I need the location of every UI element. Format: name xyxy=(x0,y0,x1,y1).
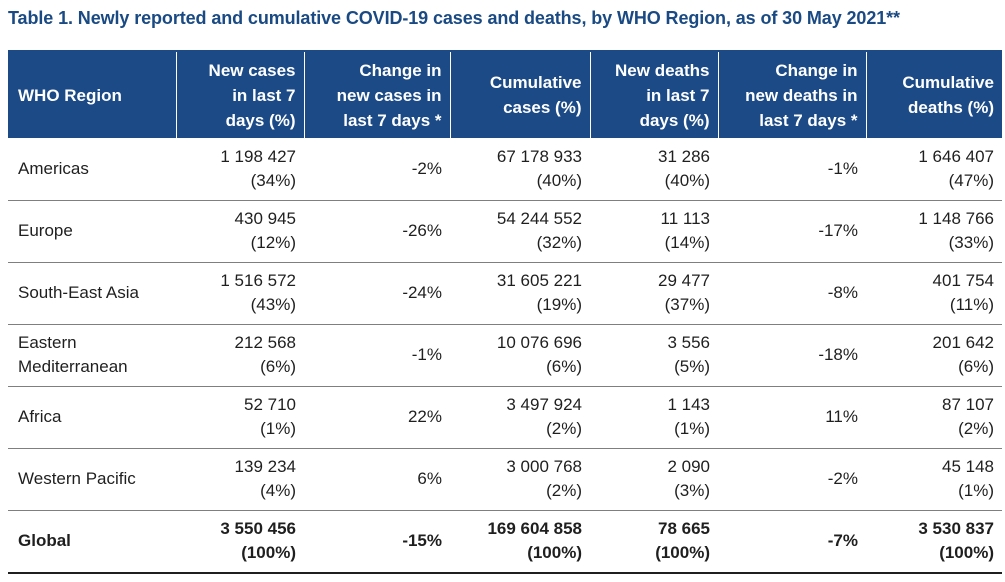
cumulative-cases-cell: 3 497 924 (2%) xyxy=(450,386,590,449)
cumulative-deaths-cell: 401 754 (11%) xyxy=(866,262,1002,325)
change-deaths-cell: -1% xyxy=(718,138,866,201)
new-cases-cell: 430 945 (12%) xyxy=(176,200,304,263)
change-deaths-cell: -18% xyxy=(718,324,866,387)
new-deaths-cell: 29 477 (37%) xyxy=(590,262,718,325)
header-change-new-cases: Change in new cases in last 7 days * xyxy=(303,50,450,138)
table-row: Eastern Mediterranean 212 568 (6%) -1% 10… xyxy=(8,324,1002,387)
change-cases-cell: -1% xyxy=(304,324,450,387)
new-cases-cell: 139 234 (4%) xyxy=(176,448,304,511)
global-total-row: Global 3 550 456 (100%) -15% 169 604 858(… xyxy=(8,510,1002,574)
table-row: Western Pacific 139 234 (4%) 6% 3 000 768… xyxy=(8,448,1002,511)
cumulative-cases-cell: 3 000 768 (2%) xyxy=(450,448,590,511)
region-cell: Eastern Mediterranean xyxy=(8,324,176,387)
new-deaths-cell: 31 286 (40%) xyxy=(590,138,718,201)
new-deaths-cell: 1 143 (1%) xyxy=(590,386,718,449)
cumulative-deaths-cell: 201 642 (6%) xyxy=(866,324,1002,387)
covid-region-table: WHO Region New cases in last 7 days (%) Ch… xyxy=(8,50,1002,574)
region-cell: Africa xyxy=(8,386,176,449)
region-cell: Western Pacific xyxy=(8,448,176,511)
change-cases-cell: -15% xyxy=(304,510,450,574)
change-deaths-cell: -7% xyxy=(718,510,866,574)
cumulative-cases-cell: 67 178 933 (40%) xyxy=(450,138,590,201)
change-deaths-cell: -17% xyxy=(718,200,866,263)
header-cumulative-deaths: Cumulative deaths (%) xyxy=(865,50,1002,138)
change-cases-cell: -2% xyxy=(304,138,450,201)
region-cell: Americas xyxy=(8,138,176,201)
new-cases-cell: 212 568 (6%) xyxy=(176,324,304,387)
region-cell: Global xyxy=(8,510,176,574)
table-row: Europe 430 945 (12%) -26% 54 244 552 (32%)… xyxy=(8,200,1002,263)
region-cell: Europe xyxy=(8,200,176,263)
change-cases-cell: -26% xyxy=(304,200,450,263)
new-cases-cell: 1 198 427 (34%) xyxy=(176,138,304,201)
cumulative-deaths-cell: 1 148 766 (33%) xyxy=(866,200,1002,263)
new-deaths-cell: 2 090 (3%) xyxy=(590,448,718,511)
header-cumulative-cases: Cumulative cases (%) xyxy=(449,50,590,138)
new-cases-cell: 1 516 572 (43%) xyxy=(176,262,304,325)
cumulative-cases-cell: 31 605 221 (19%) xyxy=(450,262,590,325)
cumulative-deaths-cell: 87 107 (2%) xyxy=(866,386,1002,449)
new-deaths-cell: 78 665 (100%) xyxy=(590,510,718,574)
table-row: Americas 1 198 427 (34%) -2% 67 178 933 (4… xyxy=(8,138,1002,201)
new-deaths-cell: 3 556 (5%) xyxy=(590,324,718,387)
header-row: WHO Region New cases in last 7 days (%) Ch… xyxy=(8,50,1002,138)
cumulative-cases-cell: 54 244 552 (32%) xyxy=(450,200,590,263)
new-cases-cell: 52 710 (1%) xyxy=(176,386,304,449)
region-cell: South-East Asia xyxy=(8,262,176,325)
cumulative-cases-cell: 169 604 858 (100%) xyxy=(450,510,590,574)
change-deaths-cell: -2% xyxy=(718,448,866,511)
change-deaths-cell: 11% xyxy=(718,386,866,449)
change-deaths-cell: -8% xyxy=(718,262,866,325)
cumulative-deaths-cell: 3 530 837 (100%) xyxy=(866,510,1002,574)
cumulative-deaths-cell: 45 148 (1%) xyxy=(866,448,1002,511)
header-change-new-deaths: Change in new deaths in last 7 days * xyxy=(717,50,866,138)
cumulative-deaths-cell: 1 646 407 (47%) xyxy=(866,138,1002,201)
change-cases-cell: 6% xyxy=(304,448,450,511)
header-who-region: WHO Region xyxy=(8,50,176,138)
new-cases-cell: 3 550 456 (100%) xyxy=(176,510,304,574)
change-cases-cell: -24% xyxy=(304,262,450,325)
header-new-deaths: New deaths in last 7 days (%) xyxy=(589,50,718,138)
new-deaths-cell: 11 113 (14%) xyxy=(590,200,718,263)
change-cases-cell: 22% xyxy=(304,386,450,449)
table-row: Africa 52 710 (1%) 22% 3 497 924 (2%) 1 14… xyxy=(8,386,1002,449)
cumulative-cases-cell: 10 076 696 (6%) xyxy=(450,324,590,387)
table-row: South-East Asia 1 516 572 (43%) -24% 31 6… xyxy=(8,262,1002,325)
header-new-cases: New cases in last 7 days (%) xyxy=(175,50,304,138)
table-title: Table 1. Newly reported and cumulative C… xyxy=(8,8,900,28)
